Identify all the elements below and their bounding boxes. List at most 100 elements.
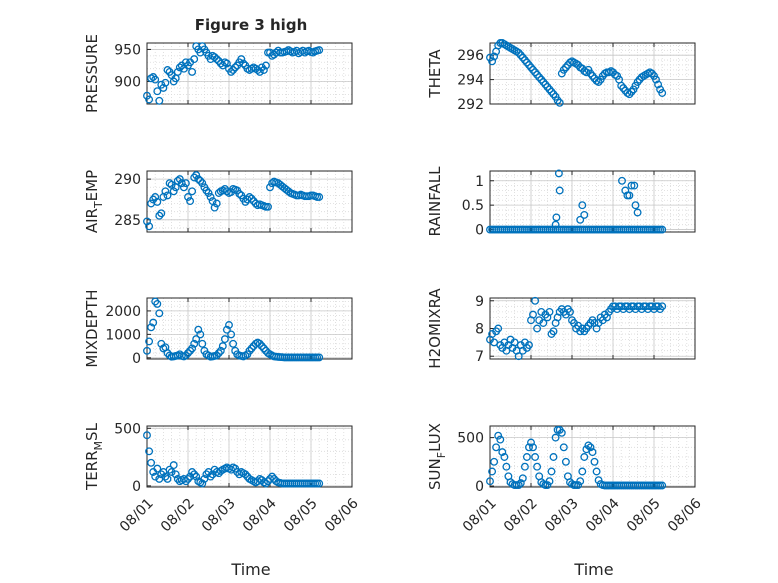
data-point — [566, 307, 574, 316]
data-point — [561, 457, 570, 466]
data-point — [245, 346, 254, 355]
data-point — [212, 351, 221, 360]
x-tick-label: 08/05 — [281, 495, 321, 535]
data-point — [204, 189, 213, 197]
data-point — [592, 467, 601, 476]
x-tick-label: 08/03 — [199, 495, 239, 535]
data-point — [161, 187, 170, 196]
data-point — [545, 307, 554, 316]
data-point — [245, 193, 254, 201]
x-axis-label-left: Time — [230, 560, 270, 579]
data-point — [582, 445, 591, 454]
y-tick-label: 285 — [114, 213, 141, 229]
data-point — [529, 443, 537, 452]
data-point — [153, 197, 162, 206]
data-point — [210, 203, 219, 212]
data-point — [155, 309, 164, 318]
data-point — [514, 481, 523, 490]
panel-air-temp: 285 290 AIRTEMP — [83, 170, 353, 233]
data-point — [153, 299, 162, 308]
data-point — [169, 461, 178, 470]
data-point — [227, 67, 236, 76]
panel-pressure: 900 950 PRESSURE — [83, 34, 353, 113]
data-point — [578, 467, 587, 476]
axes-box — [146, 425, 353, 488]
data-point — [196, 176, 205, 185]
data-point — [161, 472, 170, 481]
data-point — [580, 453, 589, 461]
data-point — [188, 344, 197, 353]
data-point — [543, 481, 552, 490]
data-point — [539, 319, 548, 327]
data-point — [249, 197, 258, 206]
data-point — [235, 189, 244, 198]
data-point — [621, 186, 630, 195]
series-points — [486, 425, 667, 490]
y-axis-label: AIRTEMP — [83, 170, 105, 233]
data-point — [531, 453, 540, 461]
y-tick-label: 1 — [475, 174, 484, 190]
y-axis-label-rest: EMP — [83, 170, 101, 201]
data-point — [257, 342, 266, 351]
data-point — [315, 46, 324, 55]
y-axis-label-main: TERR — [83, 450, 101, 491]
data-point — [159, 83, 168, 92]
data-point — [658, 89, 667, 97]
data-point — [151, 297, 160, 306]
data-point — [648, 69, 656, 78]
data-point — [625, 191, 634, 200]
y-axis-label-subscript: F — [435, 452, 448, 458]
data-point — [531, 68, 540, 77]
data-point — [255, 339, 264, 348]
data-point — [514, 352, 523, 361]
y-axis-label: PRESSURE — [83, 34, 101, 113]
data-point — [194, 175, 203, 184]
data-point — [533, 324, 542, 333]
y-tick-label: 0 — [475, 479, 484, 495]
data-point — [502, 462, 511, 471]
data-point — [525, 443, 533, 452]
data-point — [551, 220, 560, 229]
data-point — [196, 330, 205, 339]
data-point — [557, 428, 566, 437]
x-tick-label: 08/04 — [240, 495, 280, 535]
data-point — [165, 179, 174, 188]
data-point — [654, 80, 663, 89]
data-point — [214, 189, 223, 197]
data-point — [186, 346, 195, 355]
data-point — [169, 187, 178, 196]
panel-theta: 292 294 296 THETA — [426, 39, 696, 113]
data-point — [559, 443, 568, 452]
data-point — [531, 296, 540, 305]
data-point — [617, 81, 626, 90]
data-point — [525, 341, 533, 350]
x-tick-label: 08/01 — [117, 495, 157, 535]
data-point — [163, 191, 172, 200]
data-point — [527, 438, 535, 447]
panel-h2omixra: 7 8 9 H2OMIXRA — [426, 288, 696, 369]
data-point — [498, 448, 507, 457]
y-axis-label-subscript: M — [92, 441, 105, 451]
series-points — [143, 42, 324, 105]
data-point — [555, 186, 564, 195]
data-point — [173, 176, 182, 185]
data-point — [261, 479, 270, 488]
data-point — [181, 179, 190, 188]
data-point — [516, 479, 525, 488]
data-point — [184, 349, 192, 358]
data-point — [627, 87, 636, 96]
grid — [146, 298, 353, 359]
y-axis-label-main: PRESSURE — [83, 34, 101, 113]
y-axis-label: H2OMIXRA — [426, 288, 444, 369]
data-point — [206, 193, 215, 201]
data-point — [194, 325, 203, 334]
data-point — [165, 465, 174, 474]
data-point — [529, 310, 537, 319]
data-point — [488, 467, 497, 476]
x-tick-label: 08/04 — [583, 495, 623, 535]
data-point — [259, 344, 268, 353]
data-point — [535, 73, 544, 82]
y-axis-label-main: AIR — [83, 208, 101, 233]
axes-box — [489, 425, 696, 488]
data-point — [658, 481, 667, 490]
